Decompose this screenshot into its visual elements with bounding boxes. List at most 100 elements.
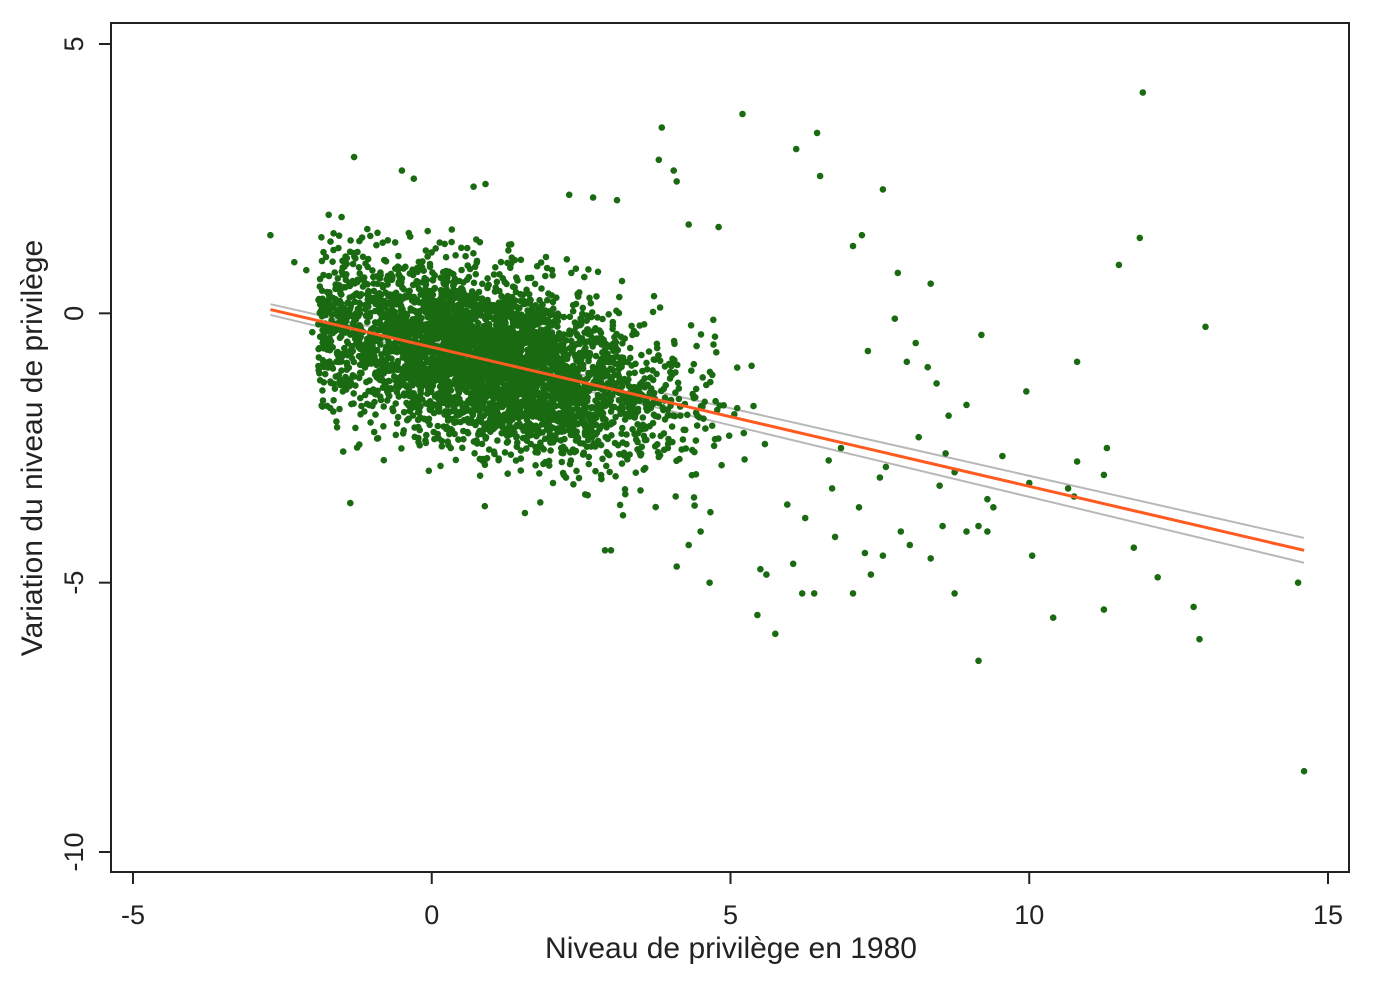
data-point	[315, 321, 322, 328]
data-point	[511, 338, 519, 345]
data-point	[541, 365, 549, 372]
data-point	[422, 281, 430, 288]
data-point	[423, 431, 430, 439]
data-point	[389, 323, 397, 331]
data-point	[398, 327, 406, 334]
data-point	[343, 260, 351, 268]
data-point	[494, 437, 501, 444]
data-point	[523, 437, 531, 445]
data-point	[706, 579, 713, 586]
data-point	[463, 276, 471, 284]
data-point	[572, 373, 580, 381]
data-point	[538, 285, 545, 292]
data-point	[346, 376, 353, 384]
data-point	[607, 397, 615, 404]
data-point	[571, 319, 579, 326]
data-point	[379, 281, 386, 289]
data-point	[458, 244, 465, 252]
data-point	[384, 388, 391, 395]
data-point	[576, 321, 584, 329]
data-point	[316, 377, 324, 384]
data-point	[509, 402, 516, 410]
data-point	[467, 407, 474, 414]
data-point	[531, 280, 539, 288]
data-point	[599, 315, 606, 323]
data-point	[416, 426, 424, 434]
data-point	[626, 370, 633, 377]
data-point	[440, 306, 447, 314]
data-point	[425, 467, 433, 475]
data-point	[649, 367, 656, 374]
data-point	[649, 376, 657, 384]
data-point	[472, 419, 480, 426]
data-point	[990, 504, 997, 511]
data-point	[670, 337, 678, 345]
data-point	[664, 412, 672, 419]
data-point	[327, 238, 334, 245]
data-point	[430, 319, 437, 327]
data-point	[367, 309, 374, 317]
data-point	[649, 308, 657, 316]
x-tick-label: 0	[424, 900, 439, 930]
data-point	[570, 423, 577, 431]
data-point	[670, 167, 677, 174]
data-point	[813, 129, 821, 137]
data-point	[658, 124, 666, 131]
data-point	[463, 244, 471, 252]
data-point	[378, 314, 386, 321]
data-point	[571, 448, 578, 456]
data-point	[517, 467, 525, 474]
data-point	[464, 415, 471, 423]
data-point	[662, 381, 670, 389]
data-point	[576, 340, 583, 348]
data-point	[335, 282, 343, 289]
data-point	[688, 367, 695, 375]
data-point	[692, 471, 700, 478]
data-point	[405, 327, 413, 334]
data-point	[772, 630, 779, 638]
data-point	[396, 320, 403, 328]
data-point	[593, 367, 600, 375]
data-point	[515, 378, 522, 386]
data-point	[372, 391, 380, 398]
data-point	[942, 450, 949, 457]
data-point	[1073, 458, 1081, 465]
data-point	[493, 278, 501, 286]
data-point	[363, 400, 371, 408]
data-point	[338, 213, 345, 221]
data-point	[491, 331, 499, 339]
data-point	[520, 427, 528, 434]
data-point	[578, 355, 585, 363]
data-point	[524, 331, 532, 339]
data-point	[522, 376, 530, 384]
data-point	[924, 363, 931, 371]
data-point	[479, 394, 486, 401]
data-point	[640, 321, 648, 328]
data-point	[572, 265, 580, 273]
data-point	[452, 456, 460, 464]
data-point	[335, 244, 342, 252]
data-point	[474, 294, 481, 302]
data-point	[393, 366, 401, 374]
data-point	[352, 310, 360, 317]
data-point	[549, 424, 556, 432]
data-point	[316, 344, 323, 352]
data-point	[555, 329, 563, 337]
data-point	[380, 456, 388, 464]
data-point	[703, 381, 710, 389]
data-point	[328, 362, 335, 370]
data-point	[377, 341, 384, 348]
data-point	[492, 284, 500, 291]
data-point	[1154, 574, 1161, 581]
data-point	[552, 317, 559, 324]
data-point	[666, 375, 674, 382]
data-point	[403, 383, 410, 390]
data-point	[502, 415, 510, 423]
data-point	[589, 343, 596, 350]
data-point	[447, 362, 454, 369]
data-point	[879, 186, 887, 193]
data-point	[555, 358, 562, 365]
data-point	[559, 345, 567, 353]
data-point	[549, 439, 557, 446]
data-point	[487, 402, 495, 410]
